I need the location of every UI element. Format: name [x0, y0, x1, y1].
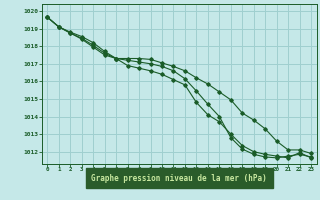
- X-axis label: Graphe pression niveau de la mer (hPa): Graphe pression niveau de la mer (hPa): [91, 174, 267, 183]
